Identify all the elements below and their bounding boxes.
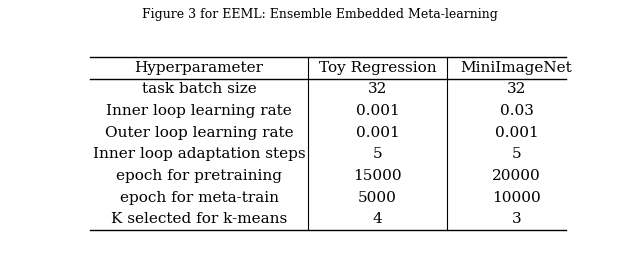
Text: 15000: 15000 [353,169,402,183]
Text: 20000: 20000 [492,169,541,183]
Text: task batch size: task batch size [141,83,257,96]
Text: 32: 32 [368,83,387,96]
Text: Outer loop learning rate: Outer loop learning rate [105,126,293,140]
Text: epoch for pretraining: epoch for pretraining [116,169,282,183]
Text: 4: 4 [372,213,383,226]
Text: 0.001: 0.001 [495,126,538,140]
Text: 5000: 5000 [358,191,397,205]
Text: 0.001: 0.001 [356,104,399,118]
Text: Hyperparameter: Hyperparameter [134,61,264,75]
Text: 32: 32 [507,83,526,96]
Text: 5: 5 [511,147,522,161]
Text: MiniImageNet: MiniImageNet [461,61,572,75]
Text: 3: 3 [511,213,522,226]
Text: Inner loop learning rate: Inner loop learning rate [106,104,292,118]
Text: 10000: 10000 [492,191,541,205]
Text: K selected for k-means: K selected for k-means [111,213,287,226]
Text: Inner loop adaptation steps: Inner loop adaptation steps [93,147,305,161]
Text: 0.03: 0.03 [500,104,533,118]
Text: 5: 5 [372,147,383,161]
Text: Toy Regression: Toy Regression [319,61,436,75]
Text: epoch for meta-train: epoch for meta-train [120,191,278,205]
Text: 0.001: 0.001 [356,126,399,140]
Text: Figure 3 for EEML: Ensemble Embedded Meta-learning: Figure 3 for EEML: Ensemble Embedded Met… [142,8,498,21]
